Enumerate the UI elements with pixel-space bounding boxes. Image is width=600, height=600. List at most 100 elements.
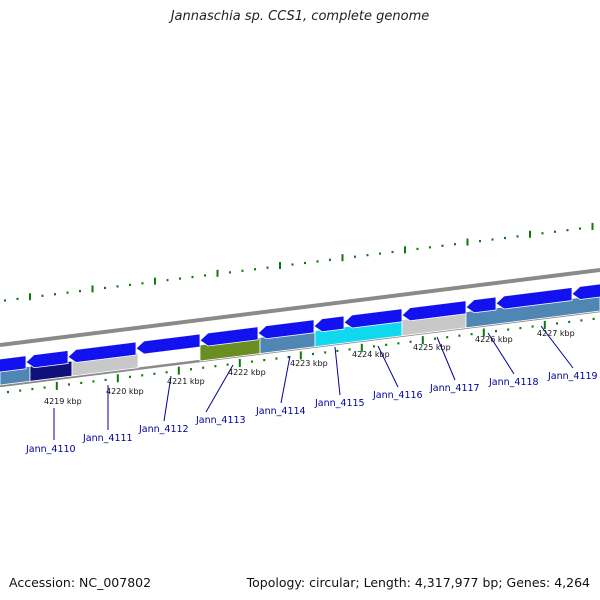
outer-tick-dot [441, 244, 444, 247]
inner-tick-dot [226, 363, 229, 366]
map-title: Jannaschia sp. CCS1, complete genome [170, 9, 430, 24]
scale-label: 4223 kbp [290, 359, 328, 368]
inner-tick-dot [470, 333, 473, 336]
label-leaders [53, 325, 574, 440]
gene-arrow [571, 283, 600, 300]
leader-line [436, 336, 456, 381]
gene-label: Jann_4119 [547, 371, 598, 382]
outer-tick-dot [16, 297, 19, 301]
inner-tick-dot [348, 348, 351, 351]
inner-tick-dot [446, 336, 449, 339]
inner-tick-dot [556, 322, 558, 325]
gene-label: Jann_4112 [138, 424, 189, 435]
outer-tick-dot [579, 227, 581, 230]
scale-label: 4225 kbp [413, 343, 451, 352]
inner-tick-dot [312, 352, 314, 356]
inner-tick-dot [592, 317, 595, 320]
outer-tick-dot [516, 235, 519, 238]
outer-tick-dot [79, 290, 81, 293]
inner-tick-dot [104, 378, 107, 381]
inner-tick-dot [263, 358, 266, 362]
scale-label: 4222 kbp [228, 368, 266, 377]
outer-tick-dot [479, 240, 481, 243]
gene-label: Jann_4116 [372, 390, 423, 401]
inner-tick-dot [68, 383, 70, 386]
accession-label: Accession: NC_007802 [9, 575, 152, 590]
inner-tick-ring [7, 317, 595, 394]
inner-tick-dot [287, 355, 290, 359]
outer-tick-dot [291, 263, 294, 266]
inner-tick-dot [507, 328, 510, 331]
scale-label: 4226 kbp [475, 335, 513, 344]
outer-tick-dot [254, 268, 256, 271]
inner-tick-dot [80, 381, 83, 385]
outer-tick-dot [329, 258, 331, 261]
outer-tick-dot [366, 254, 369, 257]
outer-tick-dot [129, 283, 131, 286]
inner-tick-dot [434, 337, 436, 340]
outer-tick-dot [566, 229, 569, 232]
inner-tick-dot [568, 320, 571, 324]
inner-tick-dot [202, 366, 205, 369]
outer-tick-dot [166, 279, 169, 282]
inner-tick-dot [251, 360, 253, 363]
leader-line [334, 346, 341, 396]
scale-label: 4219 kbp [44, 397, 82, 406]
inner-tick-dot [190, 368, 192, 371]
inner-tick-dot [129, 375, 131, 378]
outer-tick-dot [454, 243, 456, 246]
gene-track [0, 283, 600, 386]
outer-tick-dot [66, 291, 69, 294]
scale-label: 4221 kbp [167, 377, 205, 386]
inner-tick-dot [458, 334, 461, 337]
leader-line [205, 364, 234, 413]
leader-line [540, 325, 574, 369]
inner-tick-dot [519, 326, 522, 330]
gene-label: Jann_4115 [314, 398, 365, 409]
gene-label: Jann_4113 [195, 415, 246, 426]
inner-tick-dot [580, 319, 583, 322]
inner-tick-dot [165, 371, 168, 374]
outer-tick-ring [4, 222, 594, 302]
outer-tick-dot [416, 247, 419, 251]
outer-tick-dot [354, 255, 356, 258]
gene-label: Jann_4117 [429, 383, 480, 394]
outer-tick-dot [179, 277, 181, 280]
leader-line [377, 345, 399, 388]
outer-tick-dot [229, 271, 231, 274]
scale-label: 4224 kbp [352, 350, 390, 359]
outer-tick-dot [204, 274, 206, 277]
outer-tick-dot [379, 252, 381, 255]
inner-tick-dot [409, 340, 412, 343]
outer-tick-dot [304, 261, 306, 265]
outer-tick-dot [4, 299, 6, 302]
inner-tick-dot [43, 386, 46, 389]
outer-tick-dot [104, 286, 106, 290]
topology-label: Topology: circular; Length: 4,317,977 bp… [246, 575, 590, 590]
gene-arrow [135, 333, 201, 355]
inner-tick-dot [92, 380, 95, 383]
outer-tick-dot [141, 282, 144, 285]
gene-label: Jann_4110 [25, 444, 76, 455]
inner-tick-dot [141, 374, 144, 377]
outer-tick-dot [491, 238, 494, 241]
outer-tick-dot [191, 275, 194, 279]
outer-tick-dot [504, 236, 506, 240]
outer-tick-dot [241, 269, 244, 272]
leader-line [487, 332, 515, 375]
backbone-line [0, 268, 600, 347]
scale-label: 4227 kbp [537, 329, 575, 338]
outer-tick-dot [316, 260, 319, 263]
inner-tick-dot [31, 387, 34, 391]
inner-tick-dot [7, 391, 9, 394]
outer-tick-dot [54, 293, 56, 296]
scale-labels: 4219 kbp 4220 kbp 4221 kbp 4222 kbp 4223 kbp… [44, 329, 575, 406]
outer-tick-dot [116, 285, 119, 288]
inner-tick-dot [495, 330, 497, 333]
inner-tick-dot [336, 349, 339, 353]
inner-tick-dot [531, 325, 534, 328]
outer-tick-dot [41, 294, 44, 297]
gene-label: Jann_4118 [488, 377, 539, 388]
gene-label: Jann_4111 [82, 433, 133, 444]
